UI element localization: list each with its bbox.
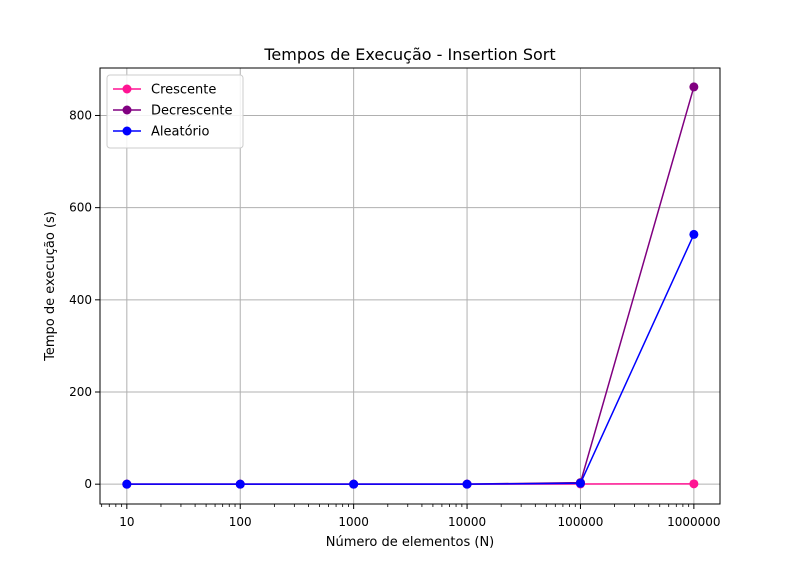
- y-tick-label: 400: [69, 293, 92, 307]
- x-tick-label: 10000: [448, 515, 486, 529]
- legend-marker: [123, 106, 132, 115]
- data-point: [463, 480, 472, 489]
- x-tick-label: 100000: [558, 515, 604, 529]
- data-point: [689, 479, 698, 488]
- y-axis: 0 200 400 600 800: [69, 108, 100, 491]
- series-aleatório: [122, 230, 698, 489]
- chart-title: Tempos de Execução - Insertion Sort: [263, 45, 555, 64]
- y-tick-label: 200: [69, 385, 92, 399]
- x-axis-label: Número de elementos (N): [326, 535, 495, 550]
- y-axis-label: Tempo de execução (s): [43, 211, 58, 362]
- legend: Crescente Decrescente Aleatório: [107, 75, 243, 148]
- data-point: [122, 480, 131, 489]
- data-point: [689, 230, 698, 239]
- y-tick-label: 800: [69, 108, 92, 122]
- data-point: [689, 82, 698, 91]
- series-line: [127, 234, 694, 484]
- x-tick-label: 1000: [338, 515, 369, 529]
- legend-marker: [123, 127, 132, 136]
- x-axis: 10 100 1000 10000 100000 1000000: [102, 504, 721, 529]
- data-point: [349, 480, 358, 489]
- data-point: [576, 479, 585, 488]
- legend-label: Aleatório: [151, 125, 209, 140]
- x-tick-label: 1000000: [667, 515, 720, 529]
- x-tick-label: 10: [119, 515, 134, 529]
- legend-marker: [123, 85, 132, 94]
- y-tick-label: 0: [84, 477, 92, 491]
- x-tick-label: 100: [229, 515, 252, 529]
- legend-label: Crescente: [151, 83, 216, 98]
- legend-label: Decrescente: [151, 104, 232, 119]
- y-tick-label: 600: [69, 201, 92, 215]
- data-point: [236, 480, 245, 489]
